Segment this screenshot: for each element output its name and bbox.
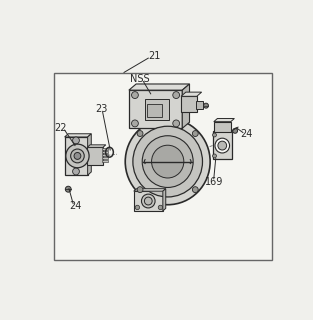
Circle shape: [135, 205, 140, 210]
Circle shape: [215, 138, 229, 153]
Circle shape: [213, 133, 217, 137]
Polygon shape: [181, 92, 202, 96]
Bar: [214, 122, 231, 132]
Text: 24: 24: [69, 202, 81, 212]
Circle shape: [125, 118, 210, 205]
Bar: [54, 73, 272, 260]
Bar: [102, 160, 108, 162]
Circle shape: [144, 197, 152, 205]
Bar: [181, 96, 197, 112]
Bar: [64, 137, 88, 175]
Bar: [102, 148, 108, 150]
Bar: [213, 131, 232, 159]
Bar: [102, 157, 108, 159]
Circle shape: [71, 149, 84, 163]
Bar: [102, 151, 108, 153]
Polygon shape: [134, 189, 166, 191]
Circle shape: [141, 194, 155, 208]
Bar: [196, 101, 203, 108]
Polygon shape: [182, 84, 190, 128]
Text: 23: 23: [95, 104, 107, 114]
Bar: [134, 191, 163, 211]
Circle shape: [233, 128, 238, 133]
Circle shape: [133, 126, 203, 197]
Text: 24: 24: [240, 130, 253, 140]
Circle shape: [73, 137, 80, 144]
Text: 22: 22: [55, 123, 67, 132]
Polygon shape: [88, 134, 91, 175]
Bar: [129, 90, 182, 128]
Circle shape: [65, 186, 71, 192]
Circle shape: [173, 92, 180, 99]
Circle shape: [192, 131, 198, 137]
Polygon shape: [87, 145, 106, 147]
Circle shape: [142, 136, 193, 188]
Bar: [145, 99, 169, 120]
Circle shape: [131, 92, 138, 99]
Circle shape: [73, 168, 80, 175]
Circle shape: [151, 145, 184, 178]
Circle shape: [137, 187, 143, 193]
Bar: [102, 154, 108, 156]
Circle shape: [192, 187, 198, 193]
Bar: [87, 147, 103, 164]
Polygon shape: [129, 84, 190, 90]
Circle shape: [74, 153, 81, 159]
Circle shape: [66, 144, 89, 168]
Text: NSS: NSS: [130, 74, 150, 84]
Circle shape: [131, 120, 138, 127]
Circle shape: [218, 141, 227, 150]
Text: 21: 21: [148, 51, 161, 61]
Circle shape: [213, 154, 217, 158]
Circle shape: [173, 120, 180, 127]
Circle shape: [158, 205, 162, 210]
Polygon shape: [163, 189, 166, 211]
Circle shape: [203, 103, 208, 108]
Polygon shape: [64, 134, 91, 137]
Circle shape: [137, 131, 143, 137]
Polygon shape: [214, 118, 234, 122]
Text: 169: 169: [205, 177, 223, 187]
Bar: [147, 104, 162, 117]
